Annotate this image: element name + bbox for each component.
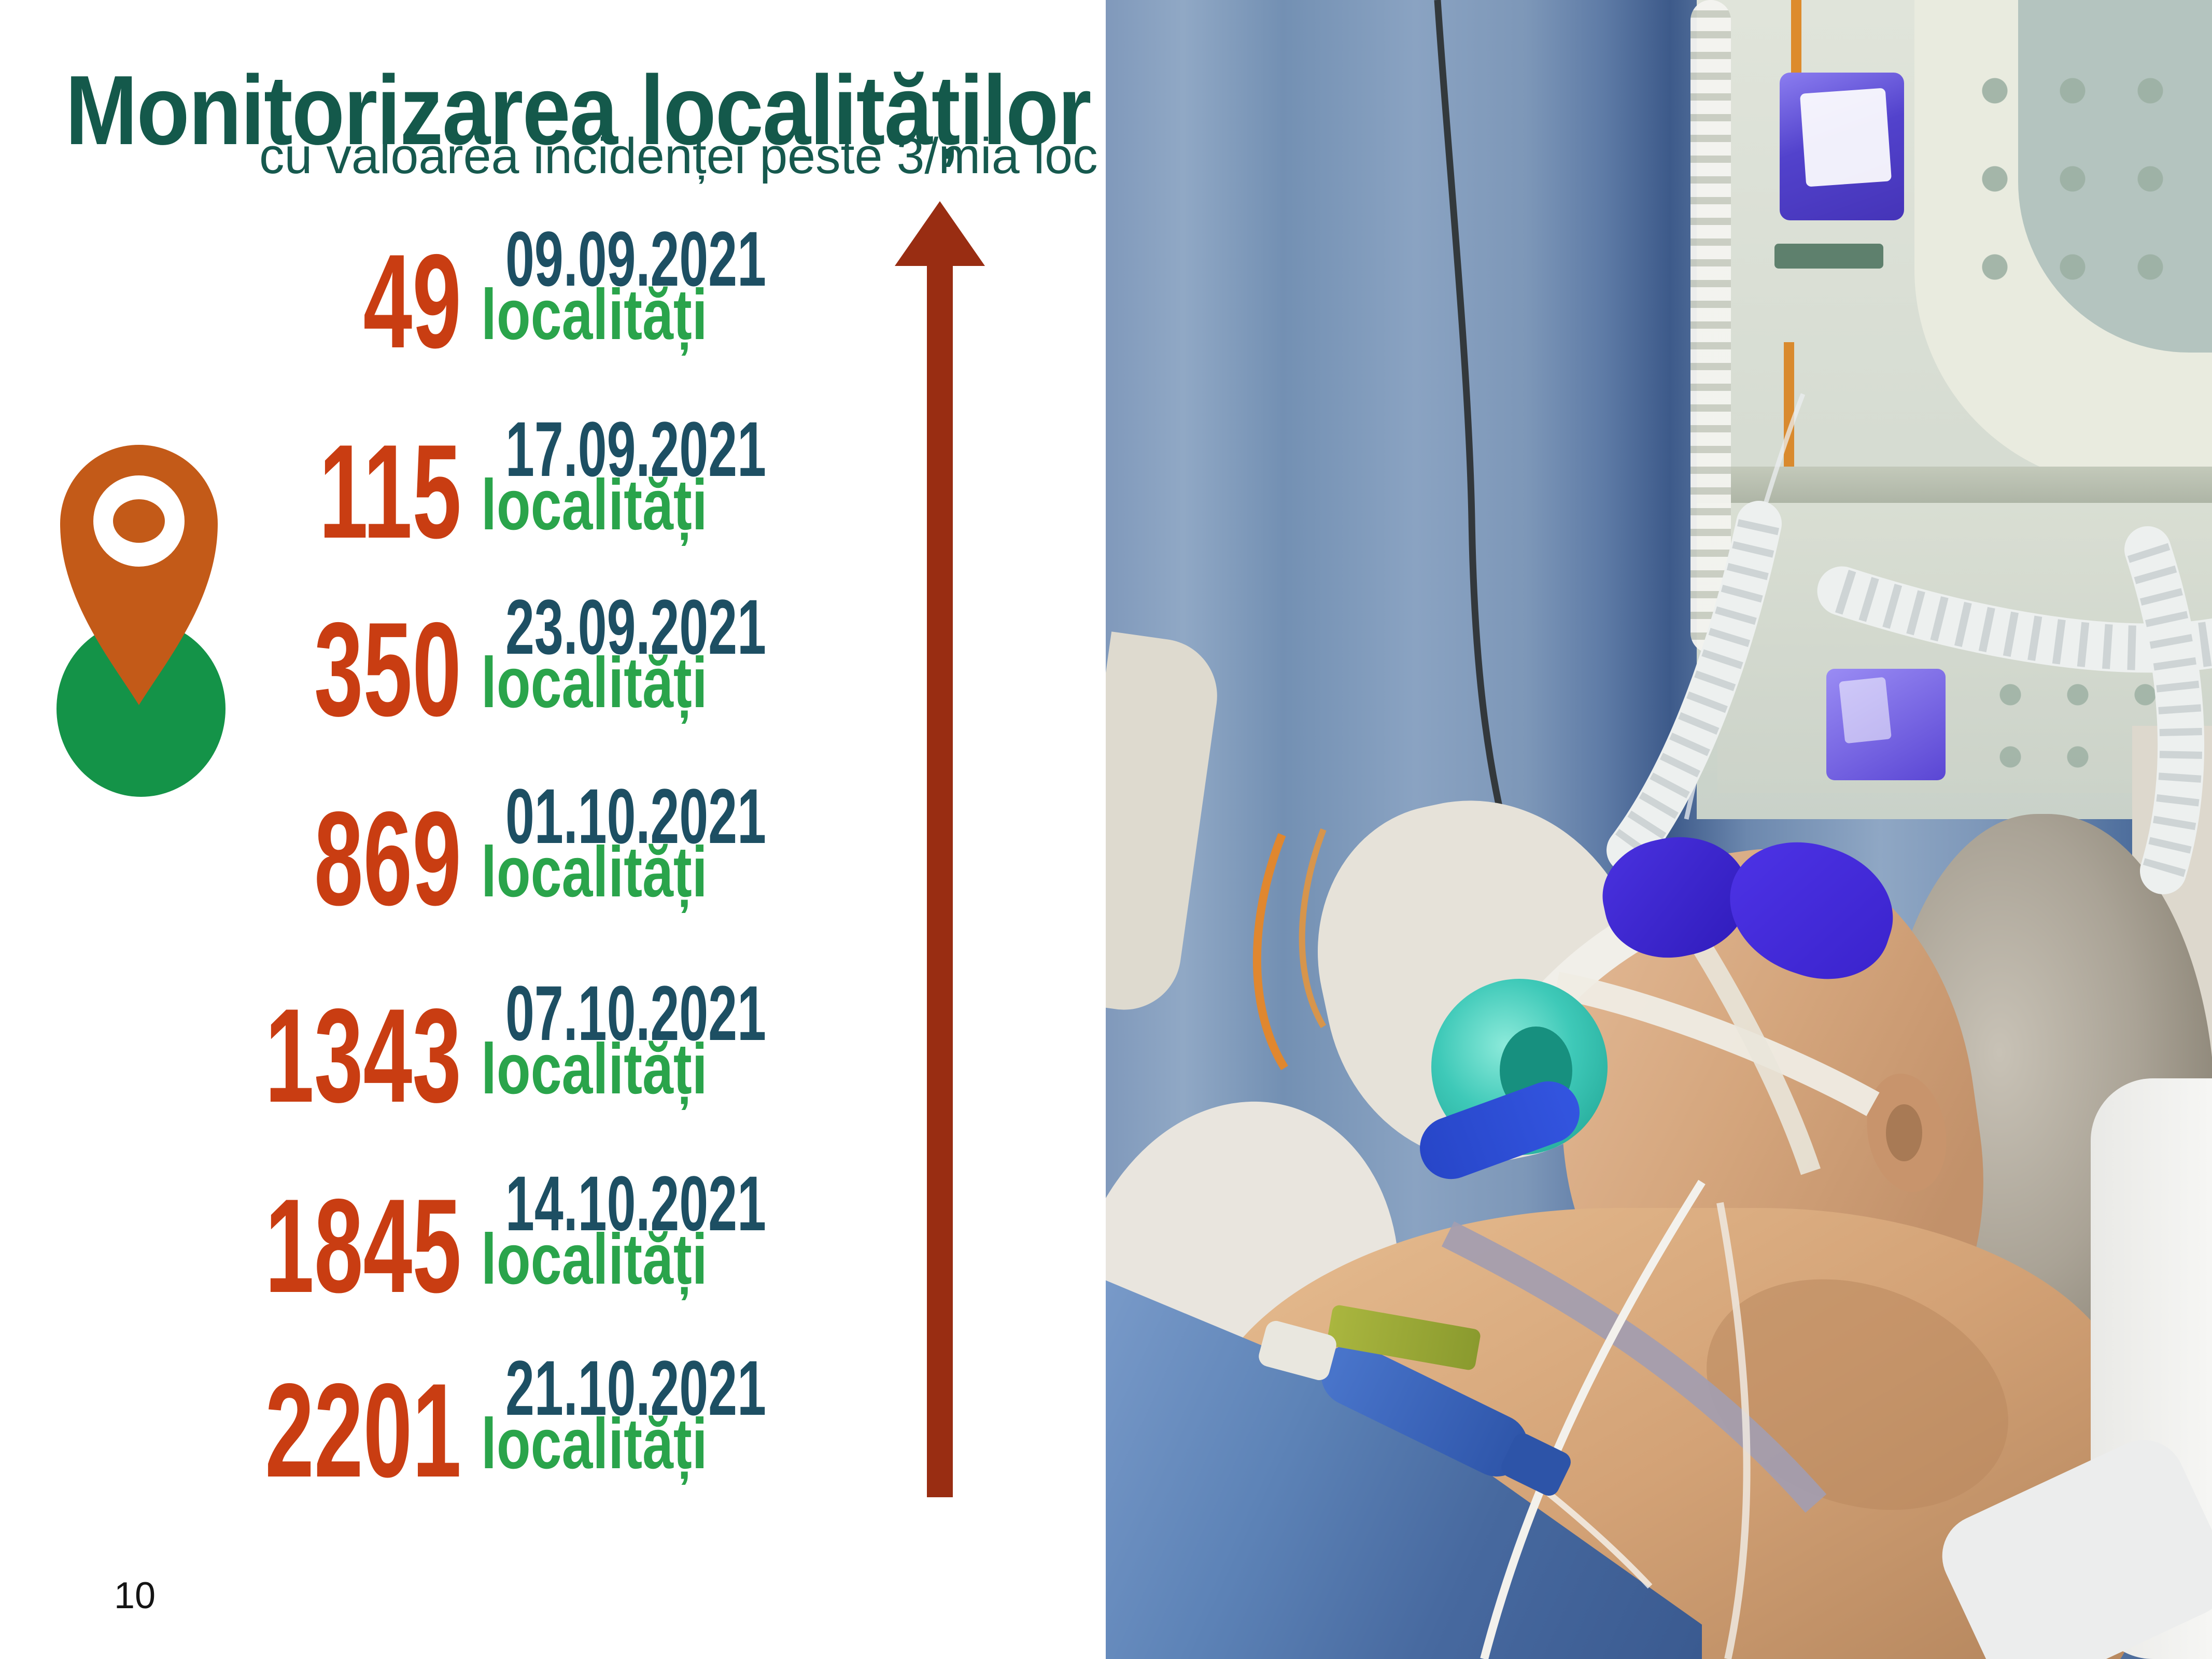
locality-count: 1845 (265, 1171, 461, 1320)
timeline-entry: 350 23.09.2021 localități (0, 588, 1106, 778)
locality-count: 1343 (265, 980, 461, 1130)
entry-date: 07.10.2021 (505, 969, 766, 1057)
icu-photo (1106, 0, 2212, 1659)
unit-label: localități (481, 1404, 708, 1484)
device-buttons (1956, 47, 2184, 316)
infographic-panel: Monitorizarea localităților cu valoarea … (0, 55, 1106, 1616)
coiled-cable (1690, 0, 1731, 653)
page-subtitle: cu valoarea incidenței peste 3/mia loc (259, 128, 1098, 184)
entry-date: 09.09.2021 (505, 215, 766, 302)
machine-ledge (1697, 467, 2212, 503)
page-number: 10 (114, 1575, 156, 1616)
patient-ear-inner (1886, 1104, 1922, 1161)
unit-label: localități (481, 832, 708, 912)
unit-label: localități (481, 1029, 708, 1109)
timeline-entry: 1343 07.10.2021 localități (0, 974, 1106, 1164)
entry-date: 01.10.2021 (505, 772, 766, 860)
unit-label: localități (481, 1219, 708, 1299)
thin-tube (1480, 1179, 1706, 1659)
locality-count: 350 (314, 594, 461, 744)
orange-tube (1299, 828, 1327, 1029)
unit-label: localități (481, 465, 708, 545)
entry-date: 21.10.2021 (505, 1344, 766, 1431)
timeline-entry: 1845 14.10.2021 localități (0, 1164, 1106, 1354)
device-label (1774, 244, 1883, 269)
locality-count: 2201 (265, 1355, 461, 1505)
entry-date: 23.09.2021 (505, 583, 766, 670)
entry-date: 14.10.2021 (505, 1160, 766, 1247)
unit-label: localități (481, 275, 708, 355)
tube-ribs (2128, 543, 2203, 877)
upward-arrow-icon (895, 201, 985, 1497)
locality-count: 49 (363, 226, 461, 376)
drain-tube (1441, 1221, 1827, 1513)
power-cable (1434, 0, 1503, 810)
timeline-entry: 869 01.10.2021 localități (0, 777, 1106, 967)
locality-count: 115 (319, 416, 461, 566)
unit-label: localități (481, 643, 708, 723)
tube-strap (1554, 972, 1880, 1116)
iv-pole (1791, 0, 1801, 78)
location-pin-icon (57, 445, 226, 797)
tube-ribs (1612, 519, 1780, 863)
thin-tube (1716, 1202, 1751, 1659)
timeline-entry: 115 17.09.2021 localități (0, 410, 1106, 600)
entry-date: 17.09.2021 (505, 405, 766, 493)
tube-overlay (1252, 501, 2212, 1659)
locality-count: 869 (314, 783, 461, 933)
timeline-entry: 2201 21.10.2021 localități (0, 1349, 1106, 1539)
page-title: Monitorizarea localităților (65, 55, 1092, 165)
orange-tube (1252, 833, 1288, 1071)
timeline-entry: 49 09.09.2021 localități (0, 220, 1106, 410)
